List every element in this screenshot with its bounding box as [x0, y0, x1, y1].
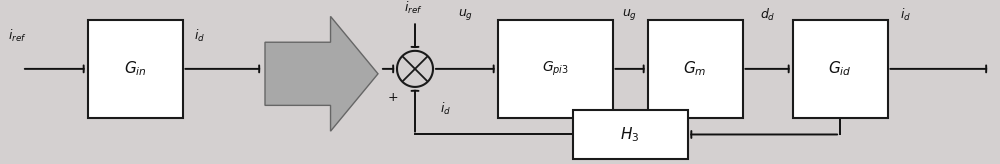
- Text: +: +: [388, 91, 399, 104]
- Text: $H_{3}$: $H_{3}$: [620, 125, 640, 144]
- Bar: [88, 20, 182, 118]
- Text: $G_{in}$: $G_{in}$: [124, 60, 146, 78]
- Text: $i_{d}$: $i_{d}$: [900, 7, 911, 23]
- Text: $G_{pi3}$: $G_{pi3}$: [542, 60, 568, 78]
- Text: $G_{m}$: $G_{m}$: [683, 60, 707, 78]
- Text: $u_{g}$: $u_{g}$: [622, 7, 638, 22]
- Polygon shape: [265, 16, 378, 131]
- Bar: [572, 110, 688, 159]
- Text: $u_{g}$: $u_{g}$: [458, 7, 473, 22]
- Bar: [792, 20, 888, 118]
- Text: $i_{d}$: $i_{d}$: [194, 28, 206, 44]
- Text: $i_{d}$: $i_{d}$: [440, 101, 451, 117]
- Text: $d_{d}$: $d_{d}$: [760, 7, 775, 23]
- Bar: [498, 20, 612, 118]
- Text: $i_{ref}$: $i_{ref}$: [8, 28, 27, 44]
- Text: $G_{id}$: $G_{id}$: [828, 60, 852, 78]
- Bar: [648, 20, 742, 118]
- Text: $i_{ref}$: $i_{ref}$: [404, 0, 423, 16]
